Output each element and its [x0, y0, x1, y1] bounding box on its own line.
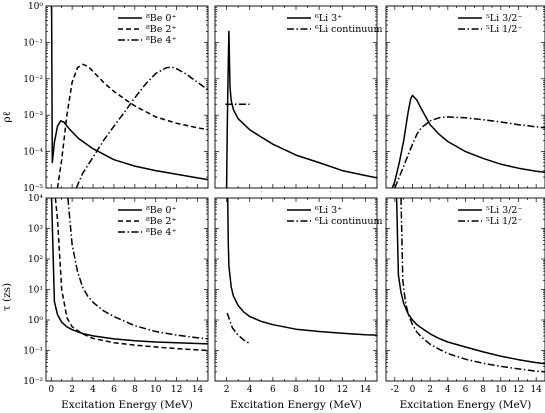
legend-label: ⁶Li continuum	[315, 24, 383, 35]
legend-label: ⁶Li 3⁺	[315, 205, 342, 216]
x-tick-label: 0	[410, 385, 416, 395]
legend-label: ⁵Li 3/2⁻	[486, 205, 522, 216]
legend-label: ⁵Li 3/2⁻	[486, 13, 522, 24]
series-line	[225, 30, 377, 188]
x-tick-label: 12	[513, 385, 524, 395]
y-tick-label: 10⁻²	[23, 75, 43, 85]
x-tick-label: 8	[480, 385, 486, 395]
x-tick-label: 14	[192, 385, 204, 395]
series-line	[67, 198, 208, 340]
plot-frame	[214, 5, 378, 189]
plot-frame	[385, 197, 545, 382]
x-tick-label: 0	[48, 385, 54, 395]
y-tick-label: 10¹	[28, 286, 43, 296]
series-line	[50, 198, 208, 345]
y-tick-label: 10⁻³	[23, 111, 43, 121]
legend-label: ⁸Be 0⁺	[146, 13, 177, 24]
panel-top-0: 10⁻⁵ 10⁻⁴ 10⁻³ 10⁻² 10⁻¹ 10⁰ ⁸Be 0⁺⁸Be 2⁺⁸Be 4…	[23, 2, 209, 194]
x-tick-label: 14	[360, 385, 372, 395]
x-tick-label: 4	[90, 385, 96, 395]
x-tick-label: 4	[445, 385, 451, 395]
x-tick-label: -2	[390, 385, 399, 395]
series-line	[54, 198, 208, 352]
legend-label: ⁵Li 1/2⁻	[486, 216, 522, 227]
series-line	[394, 116, 545, 188]
y-tick-label: 10⁰	[28, 2, 43, 12]
y-axis-label-top: ρℓ	[1, 111, 13, 122]
series-line	[395, 198, 545, 365]
panel-bottom-1: 2 4 6 8 10 12 14 ⁶Li 3⁺⁶Li continuum Excitation …	[214, 197, 383, 411]
x-tick-label: 10	[313, 385, 325, 395]
legend-label: ⁸Be 2⁺	[146, 216, 177, 227]
plot-frame	[45, 5, 209, 189]
x-tick-label: 2	[224, 385, 230, 395]
legend-label: ⁵Li 1/2⁻	[486, 24, 522, 35]
x-tick-label: 12	[171, 385, 182, 395]
series-line	[226, 198, 377, 336]
legend-label: ⁶Li 3⁺	[315, 13, 342, 24]
legend-label: ⁸Be 2⁺	[146, 24, 177, 35]
x-tick-label: 2	[427, 385, 433, 395]
y-tick-label: 10⁰	[28, 316, 43, 326]
panel-bottom-0: 0 2 4 6 8 10 12 14 10⁻² 10⁻¹ 10⁰ 10¹ 10² 10³ 10⁴ ⁸Be 0⁺…	[23, 194, 209, 411]
x-tick-label: 10	[150, 385, 162, 395]
legend-label: ⁸Be 4⁺	[146, 227, 177, 238]
x-tick-label: 10	[495, 385, 507, 395]
plot-frame	[385, 5, 545, 189]
y-tick-label: 10⁻¹	[23, 38, 43, 48]
x-tick-label: 8	[132, 385, 138, 395]
y-axis-label-bottom: τ (zs)	[1, 283, 13, 311]
panel-bottom-2: -2 0 2 4 6 8 10 12 14 ⁵Li 3/2⁻⁵Li 1/2⁻ Excitation …	[385, 197, 545, 411]
x-tick-label: 6	[463, 385, 469, 395]
x-tick-label: 12	[337, 385, 348, 395]
series-line	[391, 94, 545, 188]
y-tick-label: 10⁻⁵	[23, 184, 43, 194]
y-tick-label: 10⁴	[28, 194, 43, 204]
series-line	[400, 198, 545, 373]
legend-label: ⁶Li continuum	[315, 216, 383, 227]
y-tick-label: 10⁻⁴	[23, 148, 43, 158]
x-tick-label: 4	[247, 385, 253, 395]
x-axis-label: Excitation Energy (MeV)	[230, 399, 362, 411]
legend-label: ⁸Be 4⁺	[146, 35, 177, 46]
panel-top-2: ⁵Li 3/2⁻⁵Li 1/2⁻	[385, 5, 545, 189]
legend-label: ⁸Be 0⁺	[146, 205, 177, 216]
x-tick-label: 6	[111, 385, 117, 395]
panel-top-1: ⁶Li 3⁺⁶Li continuum	[214, 5, 383, 189]
x-tick-label: 6	[270, 385, 276, 395]
x-axis-label: Excitation Energy (MeV)	[400, 399, 532, 411]
y-tick-label: 10³	[28, 225, 43, 235]
series-line	[226, 312, 251, 345]
series-line	[50, 6, 208, 181]
x-tick-label: 2	[69, 385, 75, 395]
series-line	[56, 63, 208, 188]
x-axis-label: Excitation Energy (MeV)	[61, 399, 193, 411]
x-tick-label: 8	[293, 385, 299, 395]
plot-frame	[45, 197, 209, 382]
x-tick-label: 14	[530, 385, 542, 395]
y-tick-label: 10⁻²	[23, 377, 43, 387]
y-tick-label: 10⁻¹	[23, 347, 43, 357]
plot-frame	[214, 197, 378, 382]
y-tick-label: 10²	[28, 255, 43, 265]
series-line	[75, 66, 208, 188]
